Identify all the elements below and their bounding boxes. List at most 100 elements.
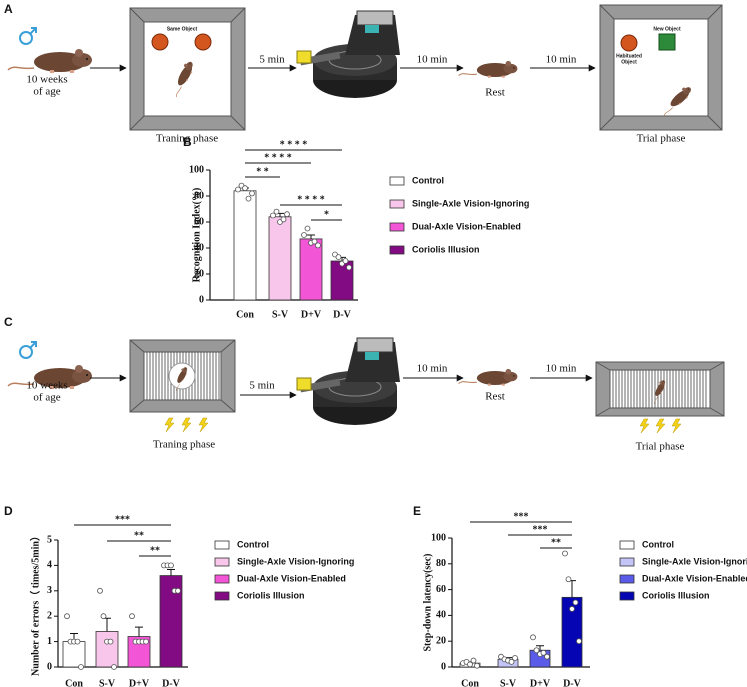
- y-tick-label: 3: [47, 585, 52, 596]
- y-tick-label: 100: [431, 532, 446, 543]
- legend-swatch: [389, 199, 405, 209]
- data-point: [565, 576, 572, 583]
- legend-label: Control: [237, 539, 269, 549]
- data-point: [97, 587, 103, 594]
- legend-label: Dual-Axle Vision-Enabled: [412, 221, 521, 231]
- y-tick-label: 2: [47, 610, 52, 621]
- error-bar: [536, 645, 544, 651]
- grid-box: [129, 339, 236, 433]
- error-bar: [568, 580, 576, 598]
- phase-label: Traning phase: [153, 439, 215, 451]
- time-label: 10 min: [417, 363, 448, 375]
- legend-label: Coriolis Illusion: [412, 244, 480, 254]
- significance-label: ***: [533, 524, 548, 535]
- legend-swatch: [214, 540, 230, 550]
- panel-label: D: [4, 504, 13, 518]
- significance-label: ***: [115, 514, 130, 525]
- data-point: [576, 638, 582, 645]
- x-tick-label: Con: [461, 678, 479, 687]
- device: [296, 10, 401, 99]
- data-point: [245, 195, 252, 202]
- legend-label: Single-Axle Vision-Ignoring: [412, 198, 529, 208]
- age-text: of age: [33, 86, 60, 98]
- phase-label: Trial phase: [637, 133, 686, 145]
- rest-label: Rest: [485, 87, 505, 99]
- error-bar: [135, 626, 143, 637]
- data-point: [280, 216, 287, 223]
- object-label: New Object: [653, 26, 681, 32]
- time-label: 5 min: [249, 380, 275, 392]
- y-tick-label: 0: [47, 661, 52, 672]
- data-point: [512, 655, 518, 661]
- data-point: [284, 211, 290, 218]
- x-tick-label: S-V: [500, 678, 517, 687]
- time-label: 10 min: [546, 54, 577, 66]
- legend-label: Control: [412, 175, 444, 185]
- significance-label: **: [150, 545, 160, 556]
- data-point: [74, 638, 81, 645]
- legend-label: Single-Axle Vision-Ignoring: [642, 556, 747, 566]
- x-tick-label: D-V: [162, 678, 181, 687]
- object-label: Object: [621, 59, 637, 65]
- data-point: [143, 638, 149, 645]
- data-point: [242, 185, 248, 192]
- x-tick-label: S-V: [99, 678, 116, 687]
- legend-swatch: [389, 176, 405, 186]
- significance-label: * *: [256, 166, 269, 177]
- legend-label: Single-Axle Vision-Ignoring: [237, 556, 354, 566]
- time-label: 10 min: [417, 54, 448, 66]
- x-tick-label: D+V: [129, 678, 150, 687]
- data-point: [270, 212, 276, 219]
- object-label: Habituated: [616, 53, 642, 59]
- y-tick-label: 40: [436, 610, 446, 621]
- data-point: [342, 258, 349, 264]
- legend-swatch: [214, 591, 230, 601]
- bar: [95, 631, 119, 668]
- y-tick-label: 20: [436, 635, 446, 646]
- x-tick-label: Con: [65, 678, 83, 687]
- significance-label: * * * *: [280, 139, 308, 150]
- data-point: [111, 664, 117, 670]
- data-point: [533, 647, 540, 654]
- bar: [268, 216, 292, 301]
- arena-box: [599, 4, 723, 131]
- rest-label: Rest: [485, 391, 505, 403]
- data-point: [474, 662, 480, 669]
- data-point: [235, 186, 241, 193]
- x-tick-label: D-V: [563, 678, 582, 687]
- legend-label: Dual-Axle Vision-Enabled: [642, 573, 747, 583]
- age-text: 10 weeks: [26, 74, 67, 86]
- legend-label: Control: [642, 539, 674, 549]
- phase-label: Trial phase: [636, 441, 685, 453]
- significance-label: **: [134, 530, 144, 541]
- arena-box: [129, 7, 246, 131]
- data-point: [273, 208, 280, 215]
- data-point: [569, 606, 575, 612]
- x-tick-label: D+V: [530, 678, 551, 687]
- data-point: [467, 661, 473, 668]
- legend-swatch: [214, 574, 230, 584]
- bar: [233, 190, 257, 301]
- data-point: [100, 613, 107, 620]
- male-icon: [19, 27, 37, 45]
- device: [296, 337, 401, 426]
- y-tick-label: 4: [47, 560, 52, 571]
- data-point: [544, 653, 550, 660]
- data-point: [540, 649, 547, 656]
- panel-label: C: [4, 315, 13, 329]
- data-point: [315, 242, 321, 249]
- time-label: 10 min: [546, 363, 577, 375]
- age-text: 10 weeks: [26, 380, 67, 392]
- data-point: [107, 638, 114, 645]
- y-tick-label: 60: [436, 584, 446, 595]
- legend-swatch: [389, 222, 405, 232]
- mouse-icon: [458, 60, 518, 79]
- mouse-icon: [7, 48, 93, 74]
- y-tick-label: 100: [189, 164, 204, 175]
- age-text: of age: [33, 392, 60, 404]
- x-tick-label: D+V: [301, 309, 322, 320]
- legend-swatch: [619, 591, 635, 601]
- y-tick-label: 1: [47, 636, 52, 647]
- panel-label: E: [413, 504, 421, 518]
